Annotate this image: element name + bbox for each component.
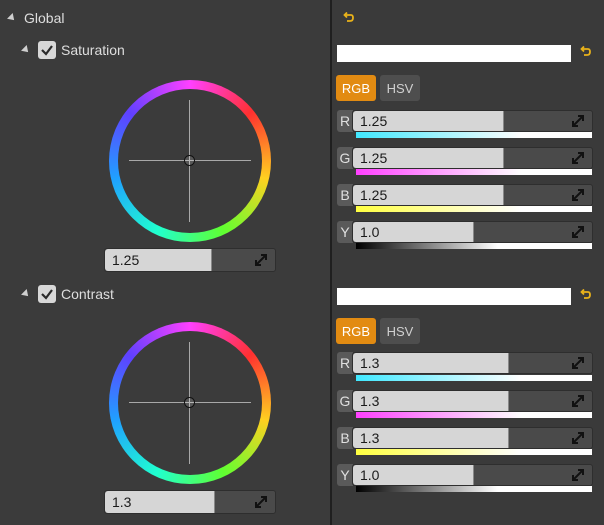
value-fill [353, 391, 509, 411]
y-channel-gradient [356, 486, 592, 492]
saturation-value-field[interactable]: 1.25 [104, 248, 276, 272]
saturation-tab-hsv[interactable]: HSV [380, 75, 420, 101]
expand-arrows-icon[interactable] [255, 254, 267, 266]
reset-to-default-icon[interactable] [580, 46, 592, 58]
saturation-checkbox[interactable] [38, 41, 56, 59]
saturation-color-preview [337, 45, 571, 62]
expand-arrows-icon[interactable] [572, 226, 584, 238]
channel-label-y: Y [337, 464, 353, 486]
contrast-r-field[interactable]: 1.3 [352, 352, 593, 374]
checkmark-icon [41, 45, 53, 56]
contrast-r-value: 1.3 [360, 355, 380, 371]
saturation-y-field[interactable]: 1.0 [352, 221, 593, 243]
saturation-r-field[interactable]: 1.25 [352, 110, 593, 132]
global-label: Global [24, 10, 65, 26]
contrast-tab-rgb[interactable]: RGB [336, 318, 376, 344]
contrast-header[interactable]: Contrast [21, 285, 114, 303]
expand-arrows-icon[interactable] [572, 115, 584, 127]
contrast-value: 1.3 [112, 494, 132, 510]
expand-arrows-icon[interactable] [572, 189, 584, 201]
checkmark-icon [41, 289, 53, 300]
saturation-value: 1.25 [112, 252, 140, 268]
contrast-b-field[interactable]: 1.3 [352, 427, 593, 449]
saturation-header[interactable]: Saturation [21, 41, 125, 59]
value-fill [353, 148, 504, 168]
value-fill [105, 491, 215, 513]
value-fill [353, 428, 509, 448]
contrast-value-field[interactable]: 1.3 [104, 490, 276, 514]
contrast-g-field[interactable]: 1.3 [352, 390, 593, 412]
saturation-b-field[interactable]: 1.25 [352, 184, 593, 206]
saturation-label: Saturation [61, 42, 125, 58]
value-fill [353, 111, 504, 131]
saturation-color-wheel[interactable] [109, 80, 271, 242]
reset-to-default-icon[interactable] [580, 289, 592, 301]
r-channel-gradient [356, 132, 592, 138]
value-fill [353, 353, 509, 373]
wheel-picker-handle[interactable] [184, 397, 195, 408]
g-channel-gradient [356, 169, 592, 175]
contrast-color-wheel[interactable] [109, 322, 271, 484]
channel-label-y: Y [337, 221, 353, 243]
contrast-y-value: 1.0 [360, 467, 380, 483]
value-fill [353, 465, 474, 485]
value-fill [353, 222, 474, 242]
contrast-checkbox[interactable] [38, 285, 56, 303]
saturation-r-value: 1.25 [360, 113, 388, 129]
saturation-b-value: 1.25 [360, 187, 388, 203]
channel-label-b: B [337, 427, 353, 449]
collapse-triangle-icon[interactable] [21, 45, 31, 55]
contrast-g-value: 1.3 [360, 393, 380, 409]
wheel-picker-handle[interactable] [184, 155, 195, 166]
expand-arrows-icon[interactable] [572, 432, 584, 444]
contrast-b-value: 1.3 [360, 430, 380, 446]
channel-label-r: R [337, 110, 353, 132]
channel-label-r: R [337, 352, 353, 374]
g-channel-gradient [356, 412, 592, 418]
b-channel-gradient [356, 449, 592, 455]
collapse-triangle-icon[interactable] [21, 289, 31, 299]
panel-divider[interactable] [330, 0, 332, 525]
value-fill [105, 249, 212, 271]
y-channel-gradient [356, 243, 592, 249]
saturation-g-value: 1.25 [360, 150, 388, 166]
channel-label-g: G [337, 147, 353, 169]
value-fill [353, 185, 504, 205]
reset-to-default-icon[interactable] [343, 12, 355, 24]
expand-arrows-icon[interactable] [572, 152, 584, 164]
r-channel-gradient [356, 375, 592, 381]
saturation-g-field[interactable]: 1.25 [352, 147, 593, 169]
contrast-label: Contrast [61, 286, 114, 302]
channel-label-b: B [337, 184, 353, 206]
expand-arrows-icon[interactable] [572, 357, 584, 369]
global-header[interactable]: Global [7, 10, 65, 26]
b-channel-gradient [356, 206, 592, 212]
expand-arrows-icon[interactable] [572, 395, 584, 407]
contrast-color-preview [337, 288, 571, 305]
saturation-tab-rgb[interactable]: RGB [336, 75, 376, 101]
saturation-y-value: 1.0 [360, 224, 380, 240]
expand-arrows-icon[interactable] [255, 496, 267, 508]
contrast-y-field[interactable]: 1.0 [352, 464, 593, 486]
contrast-tab-hsv[interactable]: HSV [380, 318, 420, 344]
expand-arrows-icon[interactable] [572, 469, 584, 481]
collapse-triangle-icon[interactable] [7, 13, 17, 23]
channel-label-g: G [337, 390, 353, 412]
